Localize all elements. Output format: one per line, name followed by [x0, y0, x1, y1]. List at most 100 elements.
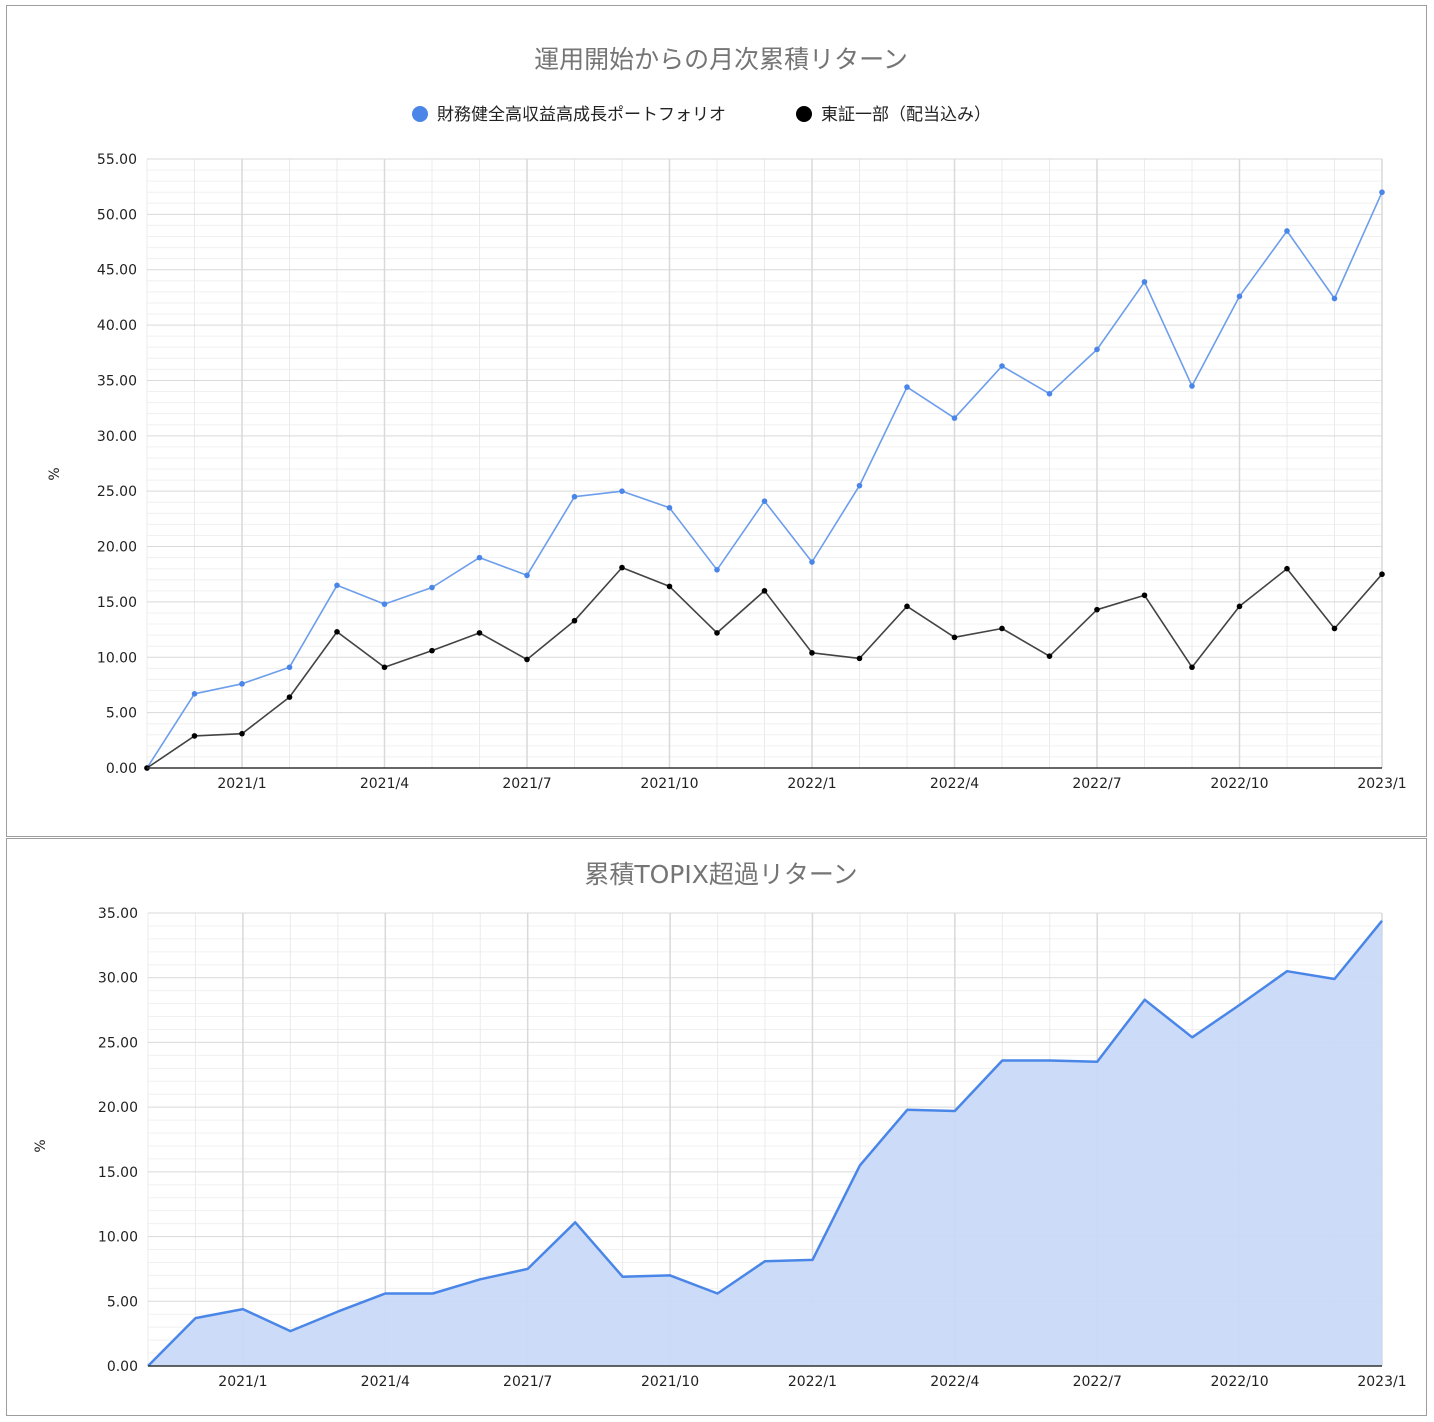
- data-point: [1046, 653, 1053, 659]
- legend-marker: [796, 106, 812, 122]
- x-tick-label: 2022/1: [787, 776, 836, 792]
- data-point: [239, 730, 245, 737]
- data-point: [809, 559, 815, 565]
- y-tick-label: 20.00: [98, 1100, 138, 1116]
- x-tick-label: 2021/10: [640, 776, 698, 792]
- x-tick-label: 2022/4: [930, 1374, 979, 1390]
- legend: 財務健全高収益高成長ポートフォリオ 東証一部（配当込み）: [412, 105, 991, 125]
- data-point: [856, 655, 863, 662]
- data-point: [1331, 295, 1338, 302]
- x-tick-label: 2021/7: [502, 776, 551, 792]
- major-gridlines: [147, 158, 1383, 768]
- data-point: [1379, 189, 1385, 196]
- data-point: [1189, 664, 1195, 671]
- data-point: [1284, 565, 1290, 572]
- x-tick-label: 2022/7: [1072, 776, 1121, 792]
- data-point: [714, 566, 720, 573]
- y-tick-label: 35.00: [97, 373, 137, 389]
- data-point: [999, 363, 1005, 369]
- cumulative-return-chart: 運用開始からの月次累積リターン 0.00 5.00 10.00 15.00 20.00 25…: [47, 45, 1407, 792]
- data-point: [904, 384, 910, 390]
- data-point: [666, 583, 673, 590]
- y-axis-label: %: [47, 467, 63, 480]
- data-point: [951, 634, 958, 641]
- data-point: [476, 630, 483, 636]
- data-point: [1046, 390, 1053, 397]
- x-tick-label: 2022/4: [930, 776, 979, 792]
- data-point: [619, 488, 625, 494]
- y-tick-label: 35.00: [98, 906, 138, 922]
- x-tick-label: 2022/7: [1073, 1374, 1122, 1390]
- data-point: [1094, 606, 1100, 613]
- x-tick-label: 2021/1: [217, 776, 266, 792]
- data-point: [191, 691, 198, 697]
- legend-label: 財務健全高収益高成長ポートフォリオ: [437, 105, 726, 125]
- data-point: [1094, 346, 1100, 353]
- data-point: [856, 482, 863, 489]
- data-point: [619, 564, 625, 571]
- data-point: [571, 617, 578, 624]
- y-axis-label: %: [33, 1139, 49, 1152]
- data-point: [286, 694, 293, 700]
- x-tick-label: 2021/1: [218, 1374, 267, 1390]
- y-tick-label: 15.00: [97, 595, 137, 611]
- data-point: [476, 554, 483, 561]
- data-point: [381, 664, 388, 671]
- y-tick-label: 10.00: [97, 650, 137, 666]
- y-tick-label: 45.00: [97, 263, 137, 279]
- y-tick-label: 40.00: [97, 318, 137, 334]
- data-point: [714, 630, 720, 636]
- x-tick-label: 2021/4: [361, 1374, 410, 1390]
- minor-gridlines: [146, 159, 1383, 768]
- data-point: [904, 603, 910, 610]
- data-point: [571, 493, 578, 500]
- legend-label: 東証一部（配当込み）: [821, 105, 991, 125]
- x-tick-label: 2023/1: [1357, 776, 1406, 792]
- y-tick-label: 0.00: [107, 1359, 138, 1375]
- data-point: [524, 572, 530, 579]
- y-tick-label: 55.00: [97, 152, 137, 168]
- y-tick-label: 20.00: [97, 540, 137, 556]
- data-point: [1379, 571, 1385, 578]
- x-tick-label: 2022/1: [788, 1374, 837, 1390]
- y-tick-label: 15.00: [98, 1165, 138, 1181]
- data-point: [1236, 293, 1243, 300]
- chart-title: 累積TOPIX超過リターン: [584, 860, 857, 889]
- x-tick-label: 2022/10: [1211, 1374, 1269, 1390]
- x-tick-label: 2023/1: [1357, 1374, 1406, 1390]
- data-point: [761, 588, 768, 594]
- data-point: [191, 733, 198, 739]
- y-tick-label: 0.00: [106, 761, 137, 777]
- y-tick-label: 30.00: [97, 429, 137, 445]
- data-point: [999, 625, 1005, 632]
- data-point: [666, 504, 673, 511]
- data-point: [1331, 625, 1338, 632]
- legend-marker: [412, 106, 428, 122]
- chart-title: 運用開始からの月次累積リターン: [534, 45, 908, 74]
- data-point: [1236, 603, 1243, 610]
- data-point: [524, 656, 530, 663]
- data-point: [1141, 279, 1148, 285]
- data-point: [429, 647, 435, 654]
- x-tick-label: 2021/7: [503, 1374, 552, 1390]
- data-point: [286, 664, 293, 671]
- y-tick-label: 10.00: [98, 1230, 138, 1246]
- data-point: [1189, 383, 1195, 389]
- data-point: [239, 681, 245, 687]
- y-tick-label: 5.00: [107, 1294, 138, 1310]
- data-point: [809, 650, 815, 656]
- data-point: [334, 629, 340, 635]
- y-tick-label: 50.00: [97, 207, 137, 223]
- x-tick-label: 2021/10: [641, 1374, 699, 1390]
- excess-return-chart-panel: 累積TOPIX超過リターン 0.00 5.00 10.00 15.00 20.00 25.0…: [6, 838, 1427, 1416]
- cumulative-return-chart-panel: 運用開始からの月次累積リターン 0.00 5.00 10.00 15.00 20.00 25…: [6, 5, 1427, 837]
- x-tick-label: 2022/10: [1210, 776, 1268, 792]
- data-point: [381, 601, 388, 607]
- y-tick-label: 5.00: [106, 706, 137, 722]
- data-point: [429, 584, 435, 591]
- data-point: [761, 498, 768, 504]
- area-line: [147, 920, 1383, 1367]
- data-point: [1141, 592, 1148, 599]
- excess-return-chart: 累積TOPIX超過リターン 0.00 5.00 10.00 15.00 20.00 25.0…: [33, 860, 1407, 1390]
- data-point: [334, 582, 340, 589]
